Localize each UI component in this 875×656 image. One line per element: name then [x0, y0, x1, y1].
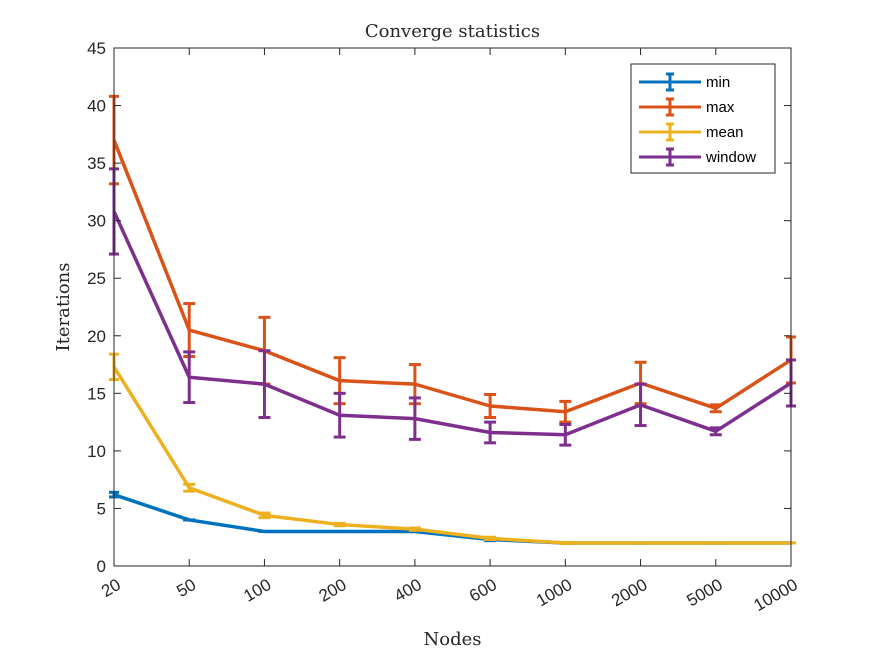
series-line-mean [112, 365, 791, 545]
y-axis-label: Iterations [53, 263, 74, 352]
legend-label-mean: mean [706, 124, 744, 141]
y-tick-label: 15 [87, 384, 106, 403]
y-tick-label: 45 [87, 39, 106, 58]
y-tick-label: 35 [87, 154, 106, 173]
axes-box [113, 47, 792, 567]
legend: min max mean window [630, 63, 776, 174]
series-line-window [112, 210, 792, 437]
legend-label-window: window [705, 149, 756, 166]
x-axis-label: Nodes [424, 629, 482, 650]
y-tick-label: 5 [97, 499, 106, 518]
legend-label-min: min [706, 74, 730, 91]
series-line-max [112, 139, 792, 414]
series-window [109, 167, 796, 447]
y-tick-label: 30 [87, 212, 106, 231]
legend-marker-mean [639, 122, 701, 142]
y-tick-label: 25 [87, 269, 106, 288]
legend-label-max: max [706, 99, 735, 116]
y-tick-label: 20 [87, 327, 106, 346]
legend-marker-min [639, 72, 701, 92]
y-tick-label: 10 [87, 442, 106, 461]
chart-title: Converge statistics [365, 21, 540, 42]
legend-marker-window [639, 147, 701, 167]
legend-marker-max [639, 97, 701, 117]
y-tick-label: 0 [97, 557, 106, 576]
y-tick-label: 40 [87, 97, 106, 116]
